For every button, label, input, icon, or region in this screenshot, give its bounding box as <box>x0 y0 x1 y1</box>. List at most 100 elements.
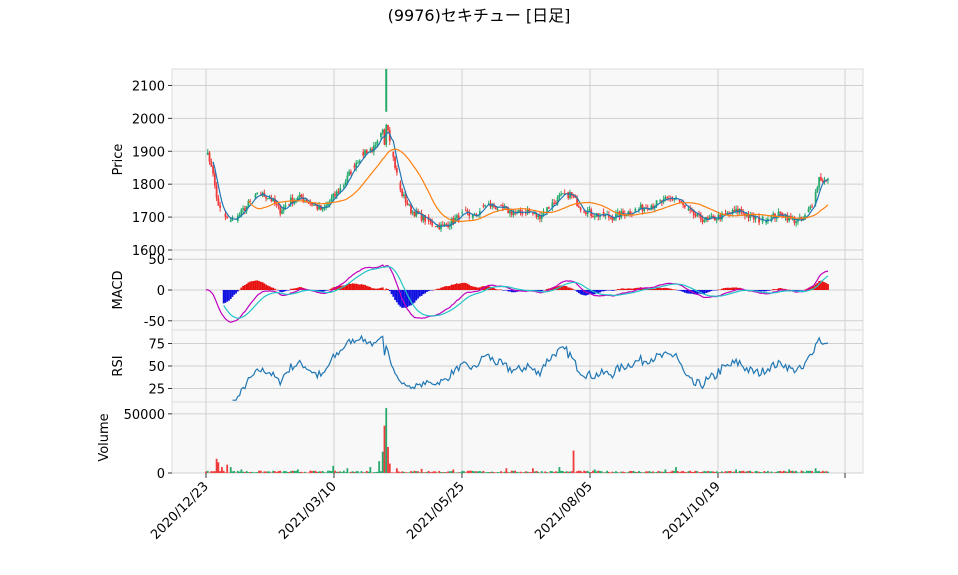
macd-histogram-bar <box>454 284 457 290</box>
volume-bar <box>683 471 686 473</box>
price-candle <box>542 211 545 216</box>
price-candle <box>556 197 559 204</box>
price-candle <box>641 204 644 211</box>
macd-histogram-bar <box>484 286 487 290</box>
macd-histogram-bar <box>494 288 497 290</box>
price-candle <box>240 209 243 216</box>
volume-bar <box>659 471 662 473</box>
price-candle <box>807 208 810 213</box>
price-candle <box>691 210 693 212</box>
volume-bar <box>399 472 402 473</box>
volume-bar <box>609 472 612 474</box>
volume-bar <box>687 471 690 473</box>
price-candle <box>364 150 366 156</box>
macd-histogram-bar <box>797 290 799 291</box>
macd-histogram-bar <box>415 290 418 301</box>
volume-bar <box>646 471 649 473</box>
macd-histogram-bar <box>288 290 290 291</box>
price-candle <box>510 210 513 215</box>
price-candle <box>795 221 798 224</box>
volume-bar <box>390 472 393 473</box>
macd-histogram-bar <box>569 287 571 290</box>
macd-histogram-bar <box>581 290 584 295</box>
volume-bar <box>795 470 798 473</box>
macd-histogram-bar <box>268 286 271 290</box>
macd-histogram-bar <box>383 289 386 291</box>
volume-bar <box>509 472 511 473</box>
price-candle <box>358 160 361 163</box>
price-candle <box>316 205 319 210</box>
volume-bar <box>706 470 709 473</box>
price-candle <box>588 209 591 211</box>
price-candle <box>678 199 681 202</box>
volume-bar <box>205 471 207 473</box>
volume-bar <box>240 469 243 473</box>
volume-bar <box>542 472 545 473</box>
macd-histogram-bar <box>392 290 395 297</box>
macd-histogram-bar <box>233 290 236 295</box>
macd-histogram-bar <box>660 288 663 290</box>
volume-bar <box>243 472 246 473</box>
volume-bar <box>767 470 769 473</box>
volume-bar <box>282 471 285 473</box>
macd-histogram-bar <box>710 290 713 291</box>
price-candle <box>312 204 315 206</box>
price-candle <box>754 217 757 220</box>
price-candle <box>457 215 460 221</box>
price-candle <box>243 208 246 212</box>
price-candle <box>680 201 683 203</box>
macd-histogram-bar <box>763 290 766 292</box>
volume-bar <box>551 471 554 473</box>
price-candle <box>554 202 557 204</box>
volume-bar <box>387 446 389 473</box>
macd-histogram-bar <box>781 288 783 290</box>
volume-bar <box>731 472 734 473</box>
price-candle <box>482 205 485 207</box>
volume-bar <box>319 471 322 473</box>
macd-histogram-bar <box>768 290 771 291</box>
macd-histogram-bar <box>811 286 813 290</box>
volume-bar <box>733 471 736 473</box>
volume-bar <box>629 470 631 473</box>
volume-bar <box>715 471 718 473</box>
price-candle <box>403 194 405 196</box>
macd-histogram-bar <box>706 290 709 293</box>
volume-bar <box>353 472 356 473</box>
volume-bar <box>429 472 432 473</box>
volume-bar <box>440 472 442 473</box>
volume-bar <box>793 471 796 473</box>
macd-histogram-bar <box>355 283 358 290</box>
macd-histogram-bar <box>296 287 299 290</box>
volume-bar <box>593 469 596 473</box>
macd-histogram-bar <box>726 287 729 290</box>
volume-bar <box>489 471 492 473</box>
macd-histogram-bar <box>648 288 651 290</box>
volume-bar <box>611 471 614 473</box>
price-candle <box>553 202 556 204</box>
macd-histogram-bar <box>576 290 578 292</box>
price-candle <box>669 198 672 200</box>
price-candle <box>537 215 540 217</box>
price-candle <box>569 192 571 199</box>
price-candle <box>622 211 624 214</box>
volume-bar <box>247 472 250 473</box>
macd-histogram-bar <box>546 288 548 290</box>
volume-bar <box>588 472 591 473</box>
macd-histogram-bar <box>629 288 631 290</box>
macd-histogram-bar <box>600 290 603 292</box>
macd-histogram-bar <box>353 283 356 290</box>
volume-bar <box>468 470 471 473</box>
volume-bar <box>461 470 464 473</box>
macd-histogram-bar <box>358 284 361 290</box>
volume-bar <box>708 471 711 473</box>
volume-bar <box>742 470 745 473</box>
volume-bar <box>491 471 494 473</box>
volume-bar <box>208 472 211 474</box>
volume-bar <box>556 471 559 473</box>
volume-bar <box>380 471 382 473</box>
volume-bar <box>318 471 320 473</box>
volume-bar <box>501 472 504 473</box>
price-candle <box>701 219 704 222</box>
price-candle <box>206 152 209 155</box>
volume-bar <box>812 472 815 473</box>
